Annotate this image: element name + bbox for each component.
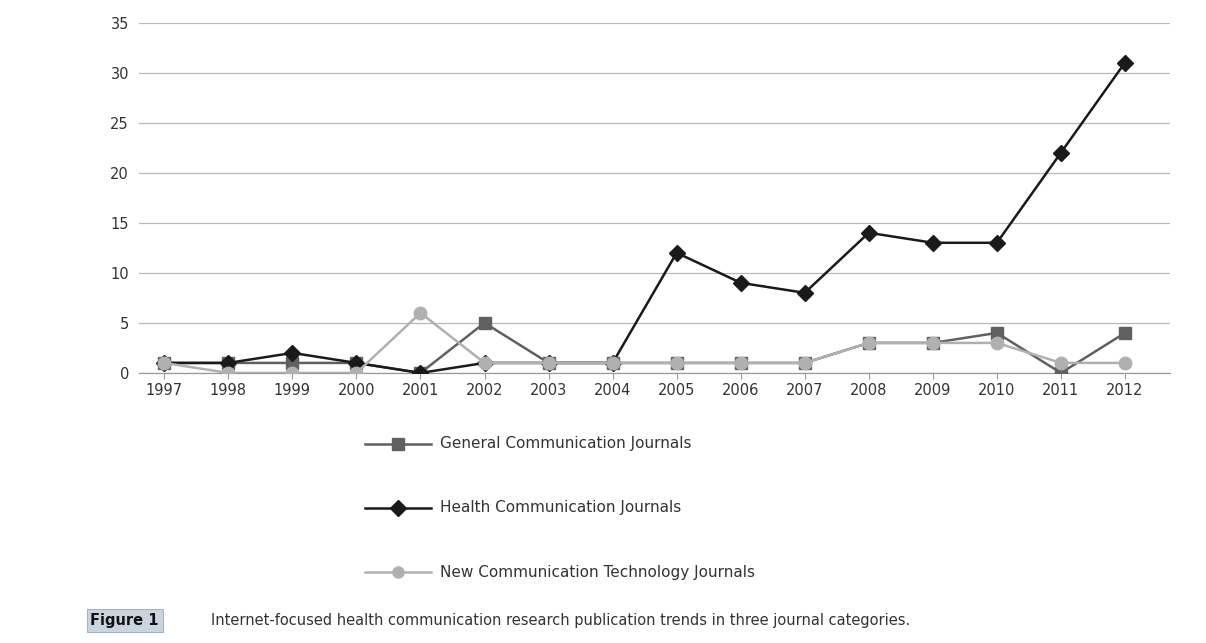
General Communication Journals — [733, 359, 748, 367]
New Communication Technology Journals — [990, 339, 1005, 347]
Line: General Communication Journals: General Communication Journals — [159, 318, 1130, 379]
New Communication Technology Journals — [797, 359, 812, 367]
New Communication Technology Journals — [1054, 359, 1069, 367]
New Communication Technology Journals — [1118, 359, 1132, 367]
General Communication Journals — [1118, 329, 1132, 337]
Health Communication Journals — [478, 359, 492, 367]
General Communication Journals — [350, 359, 364, 367]
Health Communication Journals — [990, 239, 1005, 247]
Health Communication Journals — [797, 289, 812, 296]
Text: Health Communication Journals: Health Communication Journals — [440, 500, 681, 516]
Text: General Communication Journals: General Communication Journals — [440, 436, 692, 451]
General Communication Journals — [414, 369, 428, 377]
New Communication Technology Journals — [478, 359, 492, 367]
General Communication Journals — [221, 359, 235, 367]
General Communication Journals — [926, 339, 941, 347]
Health Communication Journals — [861, 229, 876, 237]
New Communication Technology Journals — [221, 369, 235, 377]
General Communication Journals — [541, 359, 556, 367]
General Communication Journals — [157, 359, 171, 367]
Health Communication Journals — [1118, 59, 1132, 66]
New Communication Technology Journals — [541, 359, 556, 367]
General Communication Journals — [990, 329, 1005, 337]
New Communication Technology Journals — [157, 359, 171, 367]
Health Communication Journals — [285, 349, 299, 357]
Health Communication Journals — [350, 359, 364, 367]
General Communication Journals — [797, 359, 812, 367]
Health Communication Journals — [733, 279, 748, 287]
Health Communication Journals — [157, 359, 171, 367]
Text: New Communication Technology Journals: New Communication Technology Journals — [440, 565, 755, 580]
New Communication Technology Journals — [733, 359, 748, 367]
Health Communication Journals — [221, 359, 235, 367]
General Communication Journals — [285, 359, 299, 367]
General Communication Journals — [1054, 369, 1069, 377]
Line: Health Communication Journals: Health Communication Journals — [159, 57, 1130, 379]
Health Communication Journals — [1054, 149, 1069, 156]
General Communication Journals — [605, 359, 620, 367]
New Communication Technology Journals — [350, 369, 364, 377]
New Communication Technology Journals — [861, 339, 876, 347]
Health Communication Journals — [605, 359, 620, 367]
New Communication Technology Journals — [926, 339, 941, 347]
New Communication Technology Journals — [605, 359, 620, 367]
New Communication Technology Journals — [669, 359, 684, 367]
Health Communication Journals — [926, 239, 941, 247]
Text: Figure 1: Figure 1 — [90, 613, 159, 628]
General Communication Journals — [669, 359, 684, 367]
Health Communication Journals — [414, 369, 428, 377]
Line: New Communication Technology Journals: New Communication Technology Journals — [158, 307, 1131, 379]
General Communication Journals — [861, 339, 876, 347]
Health Communication Journals — [669, 249, 684, 257]
Text: Internet-focused health communication research publication trends in three journ: Internet-focused health communication re… — [211, 613, 911, 628]
Health Communication Journals — [541, 359, 556, 367]
General Communication Journals — [478, 319, 492, 327]
New Communication Technology Journals — [285, 369, 299, 377]
New Communication Technology Journals — [414, 309, 428, 317]
